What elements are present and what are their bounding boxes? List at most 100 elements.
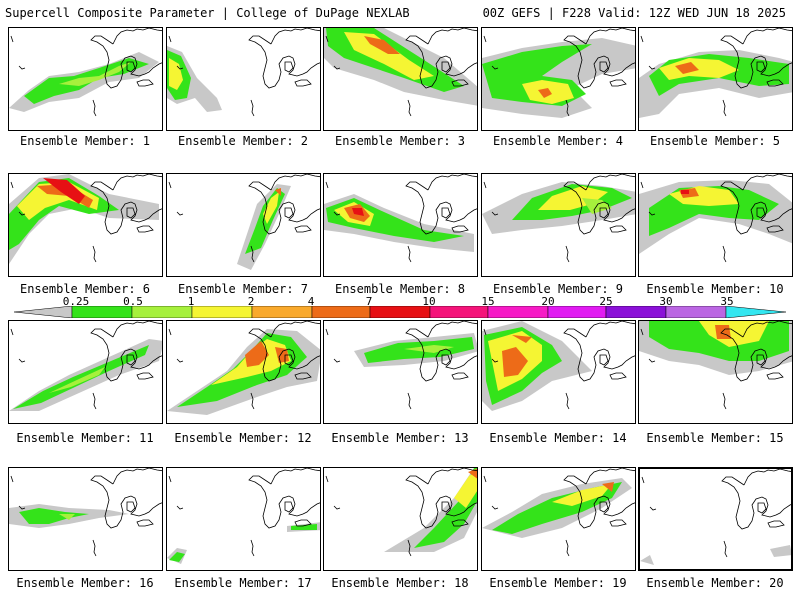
great-lakes-coastline	[721, 469, 791, 530]
scp-contour-red	[352, 208, 364, 216]
scp-contour-darkorange	[715, 325, 731, 339]
member-panel-10	[638, 173, 793, 277]
geography-line	[92, 539, 97, 557]
geography-line	[325, 181, 329, 189]
great-lakes-coastline	[405, 174, 477, 235]
geography-line	[565, 99, 570, 117]
member-panel-5	[638, 27, 793, 131]
great-lakes-coastline	[563, 28, 635, 89]
scp-contour-green	[19, 508, 89, 524]
geography-line	[10, 328, 14, 336]
geography-line	[333, 505, 341, 510]
geography-line	[407, 392, 412, 410]
colorbar-swatch	[725, 306, 786, 318]
colorbar-tick-label: 30	[659, 295, 673, 308]
member-panel-1	[8, 27, 163, 131]
geography-line	[407, 99, 412, 117]
colorbar-swatch	[251, 306, 313, 318]
geography-line	[333, 65, 341, 70]
member-map-8	[324, 174, 477, 263]
member-map-18	[325, 468, 477, 557]
geography-line	[250, 99, 255, 117]
geography-line	[407, 539, 412, 557]
member-caption-17: Ensemble Member: 17	[174, 576, 312, 590]
geography-line	[491, 505, 499, 510]
geography-line	[407, 245, 412, 263]
geography-line	[648, 211, 656, 216]
great-lakes-coastline	[563, 174, 635, 235]
geography-line	[176, 211, 184, 216]
geography-line	[168, 35, 172, 43]
geography-line	[176, 65, 184, 70]
colorbar-tick-label: 2	[247, 295, 255, 308]
member-panel-6	[8, 173, 163, 277]
scp-contour-darkorange	[364, 36, 400, 54]
member-map-12	[167, 321, 320, 415]
great-lakes-coastline	[90, 468, 162, 529]
geography-line	[641, 476, 645, 484]
member-panel-16	[8, 467, 163, 571]
member-panel-19	[481, 467, 636, 571]
page-title: Supercell Composite Parameter | College …	[5, 6, 410, 20]
geography-line	[483, 475, 487, 483]
great-lakes-coastline	[720, 174, 792, 235]
member-map-6	[9, 174, 162, 264]
member-panel-9	[481, 173, 636, 277]
great-lakes-coastline	[90, 321, 162, 382]
scp-contour-lightgreen	[59, 62, 131, 86]
geography-line	[722, 99, 727, 117]
scp-contour-green	[169, 552, 185, 562]
great-lakes-coastline	[720, 321, 792, 382]
geography-line	[491, 211, 499, 216]
member-map-10	[639, 174, 792, 263]
scp-contour-yellow	[344, 32, 434, 80]
great-lakes-coastline	[248, 321, 320, 382]
geography-line	[722, 392, 727, 410]
scp-contour-yellow	[263, 192, 279, 224]
member-map-1	[9, 28, 162, 117]
colorbar-swatch	[71, 306, 133, 318]
geography-line	[640, 181, 644, 189]
geography-line	[722, 245, 727, 263]
member-map-14	[482, 321, 635, 411]
geography-line	[168, 328, 172, 336]
colorbar-swatch	[131, 306, 193, 318]
colorbar-swatch	[191, 306, 253, 318]
scp-contour-gray	[770, 545, 791, 557]
member-map-20	[640, 469, 791, 565]
scp-contour-darkorange	[675, 62, 699, 74]
geography-line	[250, 539, 255, 557]
member-caption-10: Ensemble Member: 10	[646, 282, 784, 296]
geography-line	[168, 475, 172, 483]
scp-contour-yellow	[169, 58, 183, 90]
geography-line	[483, 328, 487, 336]
geography-line	[565, 245, 570, 263]
member-caption-14: Ensemble Member: 14	[489, 431, 627, 445]
scp-contour-red	[681, 190, 689, 194]
scp-contour-darkorange	[538, 88, 552, 98]
geography-line	[176, 358, 184, 363]
geography-line	[92, 99, 97, 117]
geography-line	[92, 245, 97, 263]
geography-line	[250, 245, 255, 263]
scp-contour-darkorange	[275, 188, 281, 196]
member-panel-7	[166, 173, 321, 277]
geography-line	[723, 540, 728, 558]
geography-line	[250, 392, 255, 410]
colorbar-tick-label: 10	[422, 295, 436, 308]
member-map-13	[325, 321, 477, 410]
colorbar-swatch	[665, 306, 727, 318]
member-panel-15	[638, 320, 793, 424]
geography-line	[491, 358, 499, 363]
member-caption-15: Ensemble Member: 15	[646, 431, 784, 445]
colorbar-swatch	[311, 306, 371, 318]
member-panel-2	[166, 27, 321, 131]
great-lakes-coastline	[720, 28, 792, 89]
member-caption-13: Ensemble Member: 13	[331, 431, 469, 445]
member-map-4	[482, 28, 635, 118]
colorbar-swatch	[605, 306, 667, 318]
geography-line	[640, 35, 644, 43]
member-panel-11	[8, 320, 163, 424]
scp-contour-lightgreen	[404, 345, 454, 353]
colorbar-tick-label: 25	[599, 295, 613, 308]
